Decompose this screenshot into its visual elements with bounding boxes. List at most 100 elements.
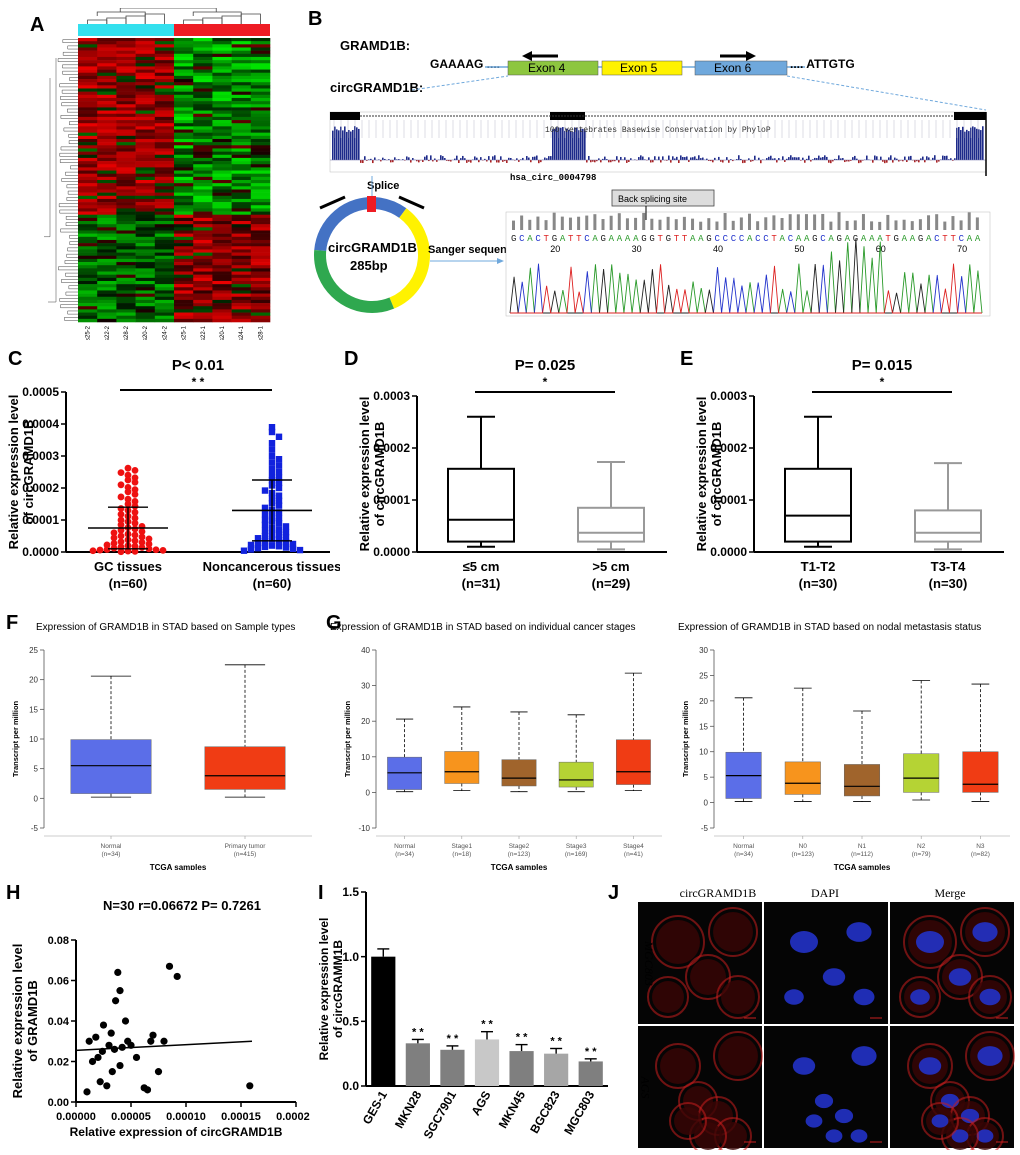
panel-f-boxplot: Expression of GRAMD1B in STAD based on S… [11,622,312,870]
base-call: T [885,234,891,244]
data-point [268,440,276,447]
conservation-text: 100 vertebrates Basewise Conservation by… [545,126,771,135]
y-tick-label: 0.04 [48,1016,70,1028]
left-seq: GAAAAG .... [430,57,500,71]
data-point [268,452,276,460]
y-axis-label: Relative expression level [317,918,331,1061]
chart-title: Expression of GRAMD1B in STAD based on n… [678,622,981,633]
x-axis-label: TCGA samples [491,863,548,870]
base-call: C [763,234,769,244]
panel-label-d: D [344,348,359,370]
panel-label-a: A [30,14,45,36]
y-tick-label: -5 [701,824,709,833]
sanger-label: Sanger sequencing [428,244,529,256]
base-call: T [950,234,956,244]
data-point [282,544,290,551]
category-label: N2 [917,843,926,850]
base-call: A [902,234,908,244]
data-point [94,1053,102,1062]
position-number: 30 [632,244,642,254]
base-call: T [576,234,582,244]
zoom-line-left [411,75,509,91]
bar [578,1061,603,1086]
box-3 [558,714,594,793]
data-point [103,1082,111,1090]
category-label: T3-T4 [931,559,966,574]
box-3 [903,680,940,801]
data-point [99,1021,108,1029]
data-point [131,486,139,493]
data-point [275,462,283,469]
hsa-id: hsa_circ_0004798 [510,173,596,183]
data-point [131,531,139,539]
bar [474,1039,500,1086]
box-0 [387,718,423,793]
data-point [275,479,283,487]
data-point [154,1068,163,1076]
data-point [145,545,153,553]
y-axis-label: of circGRAMD1B [372,422,387,527]
micrograph-1-1 [764,1026,888,1148]
data-point [117,521,125,529]
category-label: BGC823 [527,1088,563,1136]
category-n: (n=18) [452,851,471,858]
back-splicing-box [611,189,715,207]
gene-label: GRAMD1B: [340,38,410,53]
exon-5-box [601,60,683,76]
data-point [124,476,132,484]
data-point [275,468,283,476]
data-point [116,1061,124,1070]
panel-g-stage-boxplot: Expression of GRAMD1B in STAD based on i… [330,622,662,870]
data-point [103,546,111,553]
data-point [261,487,269,494]
data-point [246,1082,254,1090]
data-point [124,464,132,472]
box-0 [725,697,762,802]
base-call: A [967,234,973,244]
y-tick-label: 0.0003 [373,389,410,403]
sample-label: s20-2 [143,325,149,340]
data-point [131,508,139,516]
base-call: C [959,234,965,244]
data-point [131,491,139,498]
category-n: (n=60) [253,576,292,591]
heatmap-cells [78,38,271,323]
category-n: (n=169) [565,851,588,858]
data-point [261,516,269,524]
base-call: A [804,234,810,244]
panel-label-i: I [318,882,324,904]
data-point [117,516,125,524]
circrna-diagram: circGRAMD1B 285bp [314,195,430,313]
base-call: T [568,234,574,244]
bar [405,1043,430,1086]
y-axis-label: Transcript per million [343,700,352,777]
data-point [282,534,290,541]
data-point [117,469,125,477]
data-point [131,478,139,486]
category-n: (n=34) [395,851,414,858]
x-tick-label: 0.00010 [166,1111,206,1123]
data-point [117,481,125,489]
box-0 [70,675,152,798]
data-point [124,495,132,503]
y-tick-label: 0 [34,794,39,803]
y-tick-label: 10 [361,753,370,762]
y-tick-label: -10 [358,824,370,833]
y-tick-label: 25 [29,646,38,655]
y-tick-label: 0.06 [48,975,69,987]
significance-mark: * [543,375,548,389]
category-label: MKN28 [392,1088,425,1131]
base-call: A [910,234,916,244]
base-call: G [918,234,923,244]
base-call: C [714,234,720,244]
x-tick-label: 0.00005 [111,1111,151,1123]
y-tick-label: 10 [29,735,38,744]
data-point [268,472,276,479]
category-label: >5 cm [592,559,629,574]
micrograph-0-1 [764,902,888,1024]
y-tick-label: 0.0 [342,1079,359,1093]
box-1 [444,706,480,792]
y-tick-label: 1.0 [342,950,359,964]
base-call: A [796,234,802,244]
